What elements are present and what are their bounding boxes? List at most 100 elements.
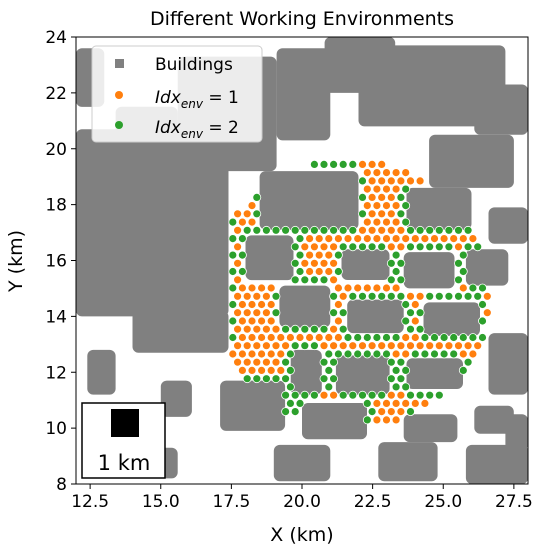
building [87,349,116,395]
point-env2 [271,291,281,301]
y-axis-label: Y (km) [5,230,27,293]
point-env2 [324,365,334,375]
building [132,310,229,353]
point-env1 [309,258,319,268]
point-env2 [319,324,329,334]
point-env1 [401,349,411,359]
point-env2 [382,333,391,342]
point-env2 [295,250,305,260]
point-env1 [372,283,382,293]
building [290,349,322,395]
point-env2 [338,390,348,400]
point-env1 [377,407,387,417]
building [245,235,294,281]
building [335,355,390,395]
point-env1 [377,176,387,186]
legend-swatch-buildings [115,59,124,68]
point-env2 [396,357,406,367]
point-env1 [396,407,406,417]
point-env2 [281,357,291,367]
point-env1 [338,341,348,351]
point-env1 [343,234,353,244]
point-env2 [358,390,367,400]
point-env2 [367,407,377,417]
point-env1 [391,168,401,178]
point-env1 [233,341,243,351]
point-env1 [372,415,382,425]
point-env1 [242,341,252,351]
point-env2 [478,283,487,293]
point-env2 [329,308,339,318]
point-env1 [362,283,372,293]
point-env2 [309,275,319,285]
point-env2 [391,382,401,392]
point-env2 [372,333,382,342]
legend-marker-env1 [115,91,123,99]
point-env1 [406,291,415,301]
point-env2 [449,349,459,359]
point-env1 [358,159,367,169]
x-tick-label: 25.0 [424,492,462,512]
point-env2 [300,324,310,334]
point-env2 [290,242,300,252]
point-env2 [463,242,473,252]
point-env1 [415,176,425,186]
point-env2 [425,225,435,235]
point-env1 [362,201,372,211]
point-env2 [396,275,406,285]
point-env1 [333,283,343,293]
point-env1 [285,333,295,342]
point-env1 [458,349,468,359]
point-env1 [247,201,257,211]
point-env1 [362,234,372,244]
point-env2 [463,357,473,367]
point-env2 [290,341,300,351]
point-env2 [386,374,396,384]
point-env2 [285,365,295,375]
point-env1 [300,258,310,268]
point-env1 [271,341,281,351]
point-env1 [454,341,463,351]
point-env2 [285,349,295,359]
point-env1 [233,324,243,334]
point-env1 [257,365,267,375]
building [488,333,528,395]
point-env2 [319,225,329,235]
point-env1 [401,234,411,244]
point-env2 [401,365,411,375]
point-env2 [290,390,300,400]
point-env1 [247,217,257,227]
point-env2 [430,349,439,359]
point-env1 [276,349,286,359]
building [378,442,438,482]
point-env1 [329,242,339,252]
point-env2 [415,390,425,400]
point-env1 [377,209,387,219]
point-env1 [367,192,377,202]
scale-bar-label: 1 km [98,451,151,475]
point-env1 [237,283,247,293]
point-env2 [228,300,238,309]
point-env1 [396,242,406,252]
point-env1 [391,201,401,211]
building [160,380,192,417]
x-tick-label: 22.5 [354,492,392,512]
point-env2 [473,291,483,301]
point-env2 [261,225,271,235]
point-env2 [324,349,334,359]
building [276,48,331,141]
building [302,403,367,440]
point-env2 [348,390,358,400]
point-env1 [266,365,276,375]
point-env2 [329,374,339,384]
point-env1 [261,357,271,367]
point-env2 [285,382,295,392]
point-env2 [319,159,329,169]
point-env1 [329,258,339,268]
point-env2 [338,242,348,252]
point-env1 [343,283,353,293]
x-tick-label: 27.5 [495,492,533,512]
point-env1 [257,283,267,293]
point-env2 [401,382,411,392]
point-env2 [425,242,435,252]
